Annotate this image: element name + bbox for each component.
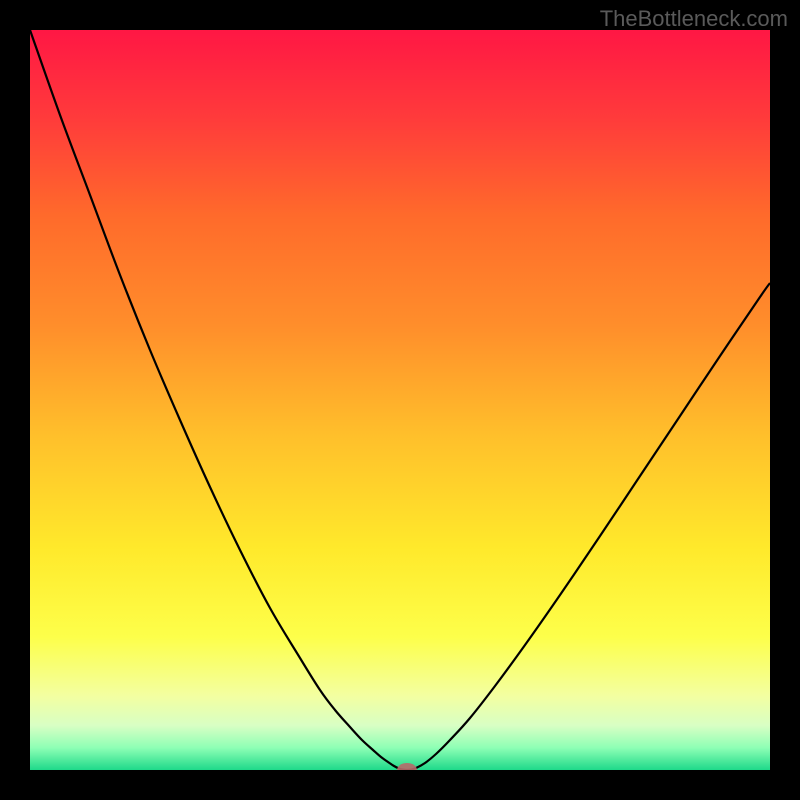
- plot-area: [30, 30, 770, 770]
- watermark-text: TheBottleneck.com: [600, 6, 788, 32]
- background-gradient: [30, 30, 770, 770]
- chart-frame: [0, 0, 800, 800]
